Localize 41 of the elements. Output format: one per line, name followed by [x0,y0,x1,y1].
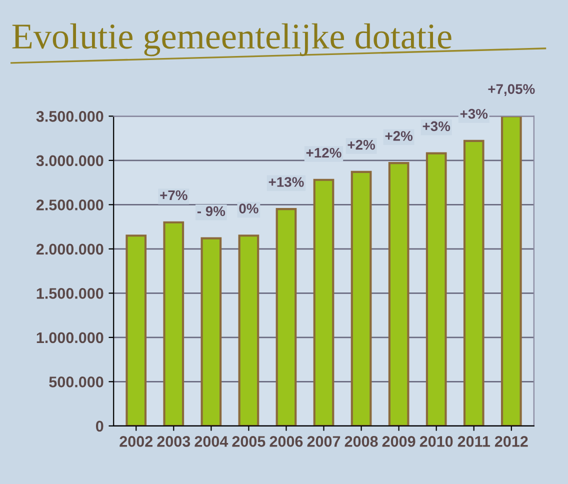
chart-title: Evolutie gemeentelijke dotatie [12,23,452,56]
x-tick-label: 2004 [194,436,228,447]
bar [463,140,484,426]
y-tick-label: 3.500.000 [36,111,104,122]
x-tick-label: 2008 [344,436,378,447]
x-tick-label: 2005 [232,436,266,447]
x-tick-label: 2002 [120,436,152,447]
bar [388,162,410,426]
x-tick-label: 2003 [157,436,190,447]
x-tick-label: 2012 [494,436,528,447]
bar [200,237,222,426]
y-tick-label: 2.500.000 [36,200,104,210]
y-tick-label: 2.000.000 [36,244,104,255]
x-tick-label: 2011 [458,436,490,447]
x-tick-label: 2010 [420,436,453,447]
annotation: +7% [160,190,188,200]
y-tick-label: 1.500.000 [36,288,104,299]
annotation: +3% [460,108,488,119]
annotation: 0% [239,204,258,214]
y-tick-label: 3.000.000 [36,155,104,166]
bar [426,152,447,426]
y-tick-label: 1.000.000 [36,332,104,344]
annotation: +3% [422,121,450,132]
annotation: +12% [306,148,342,158]
annotation: +2% [385,131,413,141]
x-tick-label: 2007 [307,436,340,447]
x-tick-label: 2006 [270,436,303,447]
y-tick-label: 500.000 [49,376,104,388]
bar [313,178,334,426]
annotation: +2% [348,140,376,150]
bar [350,170,372,426]
bar [276,208,297,426]
bar [500,116,522,426]
bar [126,234,147,426]
x-tick-label: 2009 [382,436,416,447]
annotation: - 9% [197,206,226,216]
bar [163,221,184,426]
y-tick-label: 0 [96,420,104,432]
annotation: +13% [268,177,304,187]
annotation: +7,05% [488,84,535,96]
bar [238,234,260,426]
